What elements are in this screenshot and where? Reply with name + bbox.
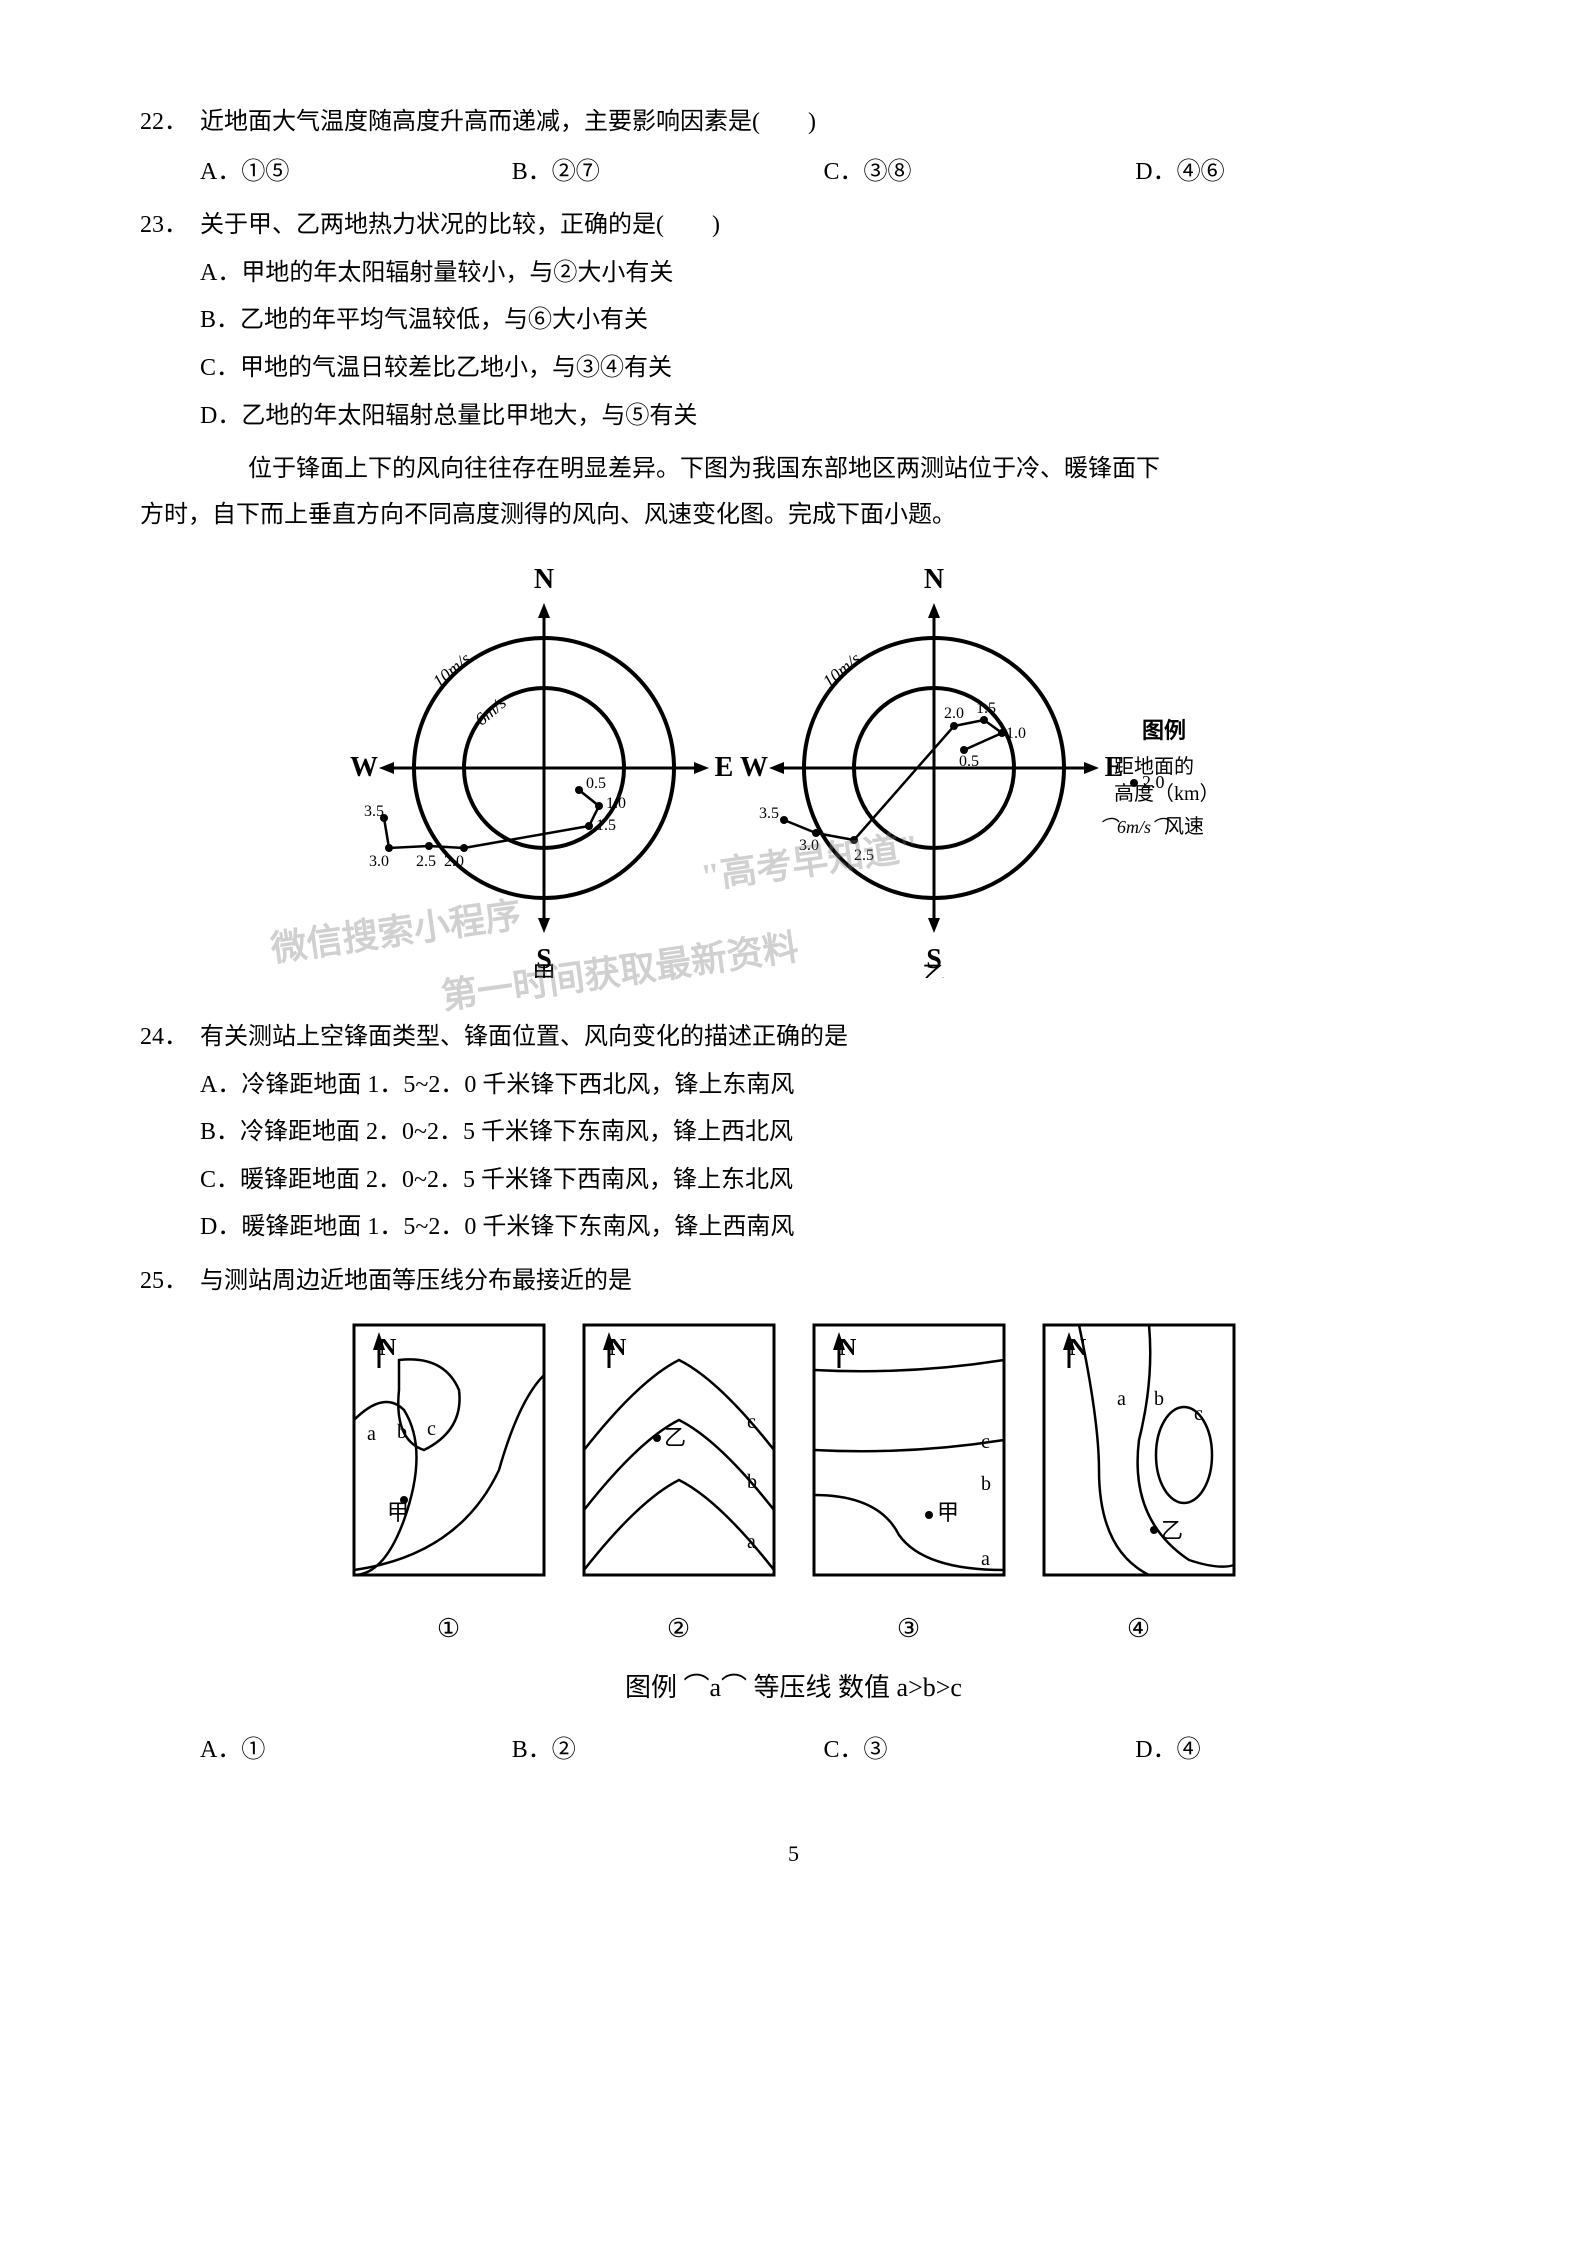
q22-text: 近地面大气温度随高度升高而递减，主要影响因素是( )	[200, 100, 1447, 146]
svg-text:1.5: 1.5	[596, 817, 616, 834]
svg-text:10m/s: 10m/s	[818, 649, 864, 692]
q24-num: 24．	[140, 1015, 200, 1061]
svg-text:N: N	[533, 564, 553, 595]
q22-opt-d: D．④⑥	[1135, 150, 1447, 196]
svg-text:b: b	[747, 1471, 757, 1493]
map-4: N a b c 乙 ④	[1039, 1320, 1239, 1654]
q25-opt-a: A．①	[200, 1728, 512, 1774]
map-3: N c b a 甲 ③	[809, 1320, 1009, 1654]
svg-text:0.5: 0.5	[586, 775, 606, 792]
map-1: N a b c 甲 ①	[349, 1320, 549, 1654]
svg-text:b: b	[397, 1421, 407, 1443]
svg-text:距地面的: 距地面的	[1114, 755, 1194, 778]
svg-text:2.0: 2.0	[944, 705, 964, 722]
question-23: 23． 关于甲、乙两地热力状况的比较，正确的是( ) A．甲地的年太阳辐射量较小…	[140, 203, 1447, 439]
q24-opt-b: B．冷锋距地面 2．0~2．5 千米锋下东南风，锋上西北风	[200, 1110, 1447, 1156]
svg-text:c: c	[1194, 1403, 1203, 1425]
q25-opt-b: B．②	[512, 1728, 824, 1774]
svg-text:E: E	[714, 752, 733, 783]
svg-text:a: a	[981, 1548, 990, 1570]
q23-opt-d: D．乙地的年太阳辐射总量比甲地大，与⑤有关	[200, 394, 1447, 440]
figure-wind-diagrams: N S E W 10m/s 6m/s 0.5 1.0 1.5 2.0 2.5 3…	[140, 558, 1447, 995]
question-22: 22． 近地面大气温度随高度升高而递减，主要影响因素是( ) A．①⑤ B．②⑦…	[140, 100, 1447, 195]
svg-text:c: c	[747, 1411, 756, 1433]
svg-text:a: a	[747, 1531, 756, 1553]
svg-text:⌒6m/s⌒: ⌒6m/s⌒	[1099, 817, 1172, 837]
page-number: 5	[140, 1833, 1447, 1875]
svg-text:风速: 风速	[1164, 815, 1204, 838]
svg-text:甲: 甲	[532, 963, 556, 978]
q23-num: 23．	[140, 203, 200, 249]
svg-text:甲: 甲	[387, 1500, 409, 1525]
map1-label: ①	[349, 1604, 549, 1653]
q24-opt-a: A．冷锋距地面 1．5~2．0 千米锋下西北风，锋上东南风	[200, 1063, 1447, 1109]
q22-options: A．①⑤ B．②⑦ C．③⑧ D．④⑥	[140, 150, 1447, 196]
svg-text:W: W	[740, 752, 768, 783]
question-25: 25． 与测站周边近地面等压线分布最接近的是	[140, 1259, 1447, 1305]
svg-text:a: a	[367, 1423, 376, 1445]
svg-text:2.0: 2.0	[444, 853, 464, 870]
svg-text:1.5: 1.5	[976, 700, 996, 717]
svg-text:乙: 乙	[664, 1425, 686, 1450]
intro-line2: 方时，自下而上垂直方向不同高度测得的风向、风速变化图。完成下面小题。	[140, 493, 1447, 539]
svg-text:高度（km）: 高度（km）	[1114, 782, 1220, 805]
q24-text: 有关测站上空锋面类型、锋面位置、风向变化的描述正确的是	[200, 1015, 1447, 1061]
svg-text:3.5: 3.5	[759, 805, 779, 822]
isobar-legend: 图例 ⌒a⌒ 等压线 数值 a>b>c	[140, 1663, 1447, 1712]
svg-text:W: W	[350, 752, 378, 783]
q23-options: A．甲地的年太阳辐射量较小，与②大小有关 B．乙地的年平均气温较低，与⑥大小有关…	[140, 251, 1447, 439]
q25-options: A．① B．② C．③ D．④	[140, 1728, 1447, 1774]
svg-text:图例: 图例	[1142, 718, 1186, 743]
q24-opt-d: D．暖锋距地面 1．5~2．0 千米锋下东南风，锋上西南风	[200, 1205, 1447, 1251]
q25-opt-d: D．④	[1135, 1728, 1447, 1774]
q23-opt-c: C．甲地的气温日较差比乙地小，与③④有关	[200, 346, 1447, 392]
q23-opt-b: B．乙地的年平均气温较低，与⑥大小有关	[200, 298, 1447, 344]
intro-24-25: 位于锋面上下的风向往往存在明显差异。下图为我国东部地区两测站位于冷、暖锋面下 方…	[140, 447, 1447, 538]
svg-text:3.0: 3.0	[369, 853, 389, 870]
q22-num: 22．	[140, 100, 200, 146]
svg-text:3.5: 3.5	[364, 803, 384, 820]
intro-line1: 位于锋面上下的风向往往存在明显差异。下图为我国东部地区两测站位于冷、暖锋面下	[140, 447, 1447, 493]
svg-text:2.5: 2.5	[854, 847, 874, 864]
svg-text:N: N	[923, 564, 943, 595]
map2-label: ②	[579, 1604, 779, 1653]
q22-opt-c: C．③⑧	[824, 150, 1136, 196]
map4-label: ④	[1039, 1604, 1239, 1653]
wind-rose-svg: N S E W 10m/s 6m/s 0.5 1.0 1.5 2.0 2.5 3…	[344, 558, 1244, 978]
q22-opt-b: B．②⑦	[512, 150, 824, 196]
map3-label: ③	[809, 1604, 1009, 1653]
q23-opt-a: A．甲地的年太阳辐射量较小，与②大小有关	[200, 251, 1447, 297]
svg-text:c: c	[981, 1431, 990, 1453]
q24-opt-c: C．暖锋距地面 2．0~2．5 千米锋下西南风，锋上东北风	[200, 1158, 1447, 1204]
q22-opt-a: A．①⑤	[200, 150, 512, 196]
q24-options: A．冷锋距地面 1．5~2．0 千米锋下西北风，锋上东南风 B．冷锋距地面 2．…	[140, 1063, 1447, 1251]
svg-text:2.5: 2.5	[416, 853, 436, 870]
svg-text:b: b	[1154, 1388, 1164, 1410]
q25-opt-c: C．③	[824, 1728, 1136, 1774]
map-2: N c b a 乙 ②	[579, 1320, 779, 1654]
svg-text:c: c	[427, 1418, 436, 1440]
svg-text:甲: 甲	[937, 1500, 959, 1525]
svg-text:乙: 乙	[1161, 1518, 1183, 1543]
question-24: 24． 有关测站上空锋面类型、锋面位置、风向变化的描述正确的是 A．冷锋距地面 …	[140, 1015, 1447, 1251]
q25-text: 与测站周边近地面等压线分布最接近的是	[200, 1259, 1447, 1305]
q23-text: 关于甲、乙两地热力状况的比较，正确的是( )	[200, 203, 1447, 249]
svg-text:10m/s: 10m/s	[428, 649, 474, 692]
svg-text:3.0: 3.0	[799, 837, 819, 854]
svg-text:0.5: 0.5	[959, 753, 979, 770]
svg-text:1.0: 1.0	[606, 795, 626, 812]
svg-text:1.0: 1.0	[1006, 725, 1026, 742]
figure-isobar-maps: N a b c 甲 ① N	[140, 1320, 1447, 1713]
q25-num: 25．	[140, 1259, 200, 1305]
svg-text:a: a	[1117, 1388, 1126, 1410]
svg-text:乙: 乙	[922, 963, 946, 978]
svg-text:b: b	[981, 1473, 991, 1495]
